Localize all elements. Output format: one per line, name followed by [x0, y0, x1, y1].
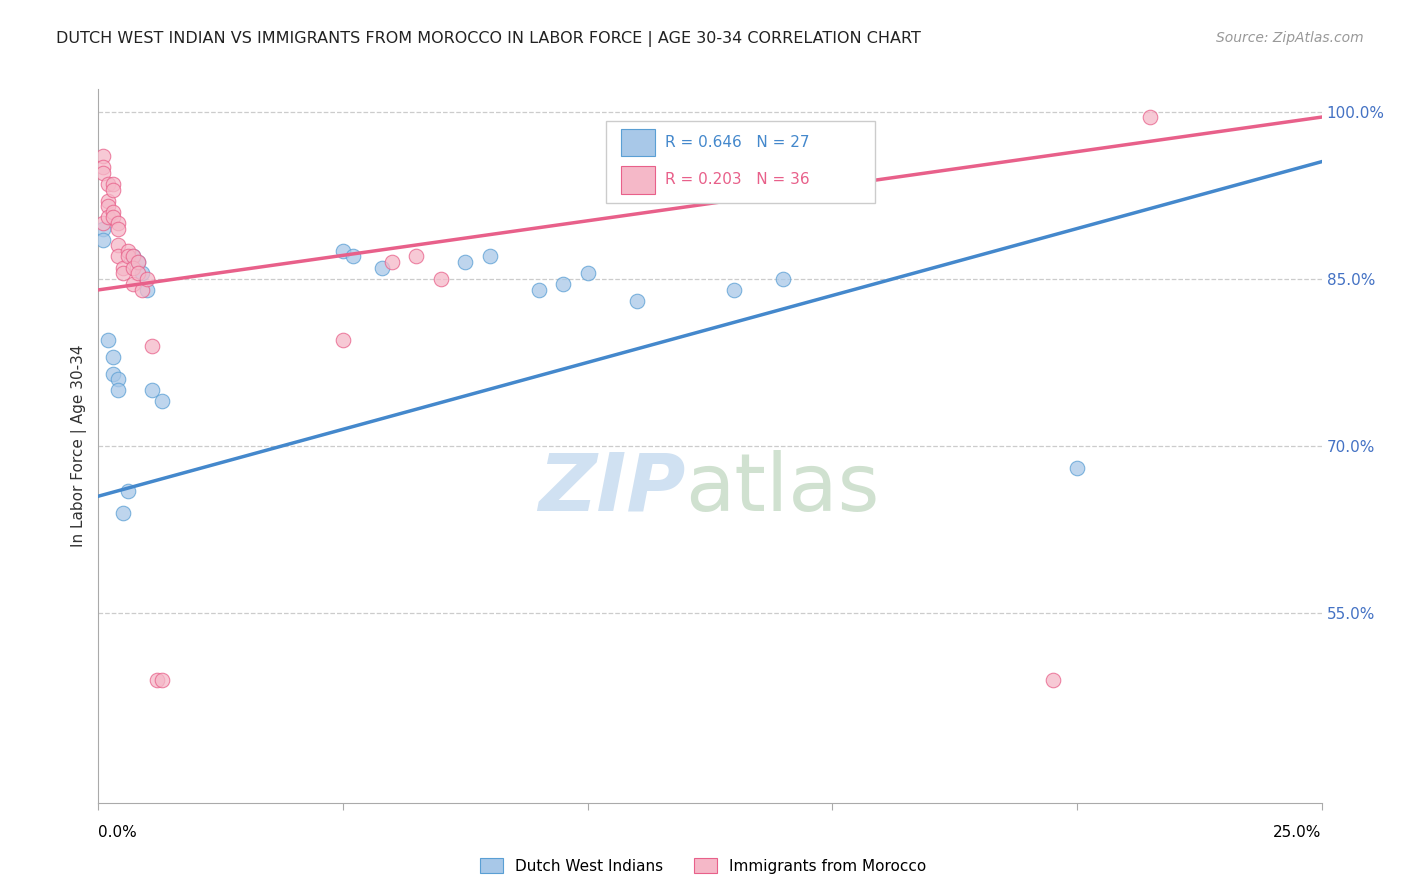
Y-axis label: In Labor Force | Age 30-34: In Labor Force | Age 30-34: [72, 344, 87, 548]
Point: [117, 483, 139, 498]
Point: [527, 283, 550, 297]
Point: [97, 199, 120, 213]
Text: R = 0.203   N = 36: R = 0.203 N = 36: [665, 172, 810, 187]
Point: [101, 350, 124, 364]
Point: [136, 271, 159, 285]
Text: 0.0%: 0.0%: [98, 825, 138, 840]
Point: [723, 283, 745, 297]
Point: [1042, 673, 1064, 687]
Point: [121, 260, 143, 275]
Legend: Dutch West Indians, Immigrants from Morocco: Dutch West Indians, Immigrants from Moro…: [474, 852, 932, 880]
Point: [478, 250, 501, 264]
Point: [107, 384, 129, 398]
Point: [381, 255, 404, 269]
Point: [131, 283, 153, 297]
Point: [91, 216, 114, 230]
Point: [1066, 461, 1088, 475]
Text: 25.0%: 25.0%: [1274, 825, 1322, 840]
FancyBboxPatch shape: [620, 128, 655, 156]
Point: [117, 244, 139, 258]
Point: [97, 177, 120, 191]
Point: [107, 250, 129, 264]
Text: DUTCH WEST INDIAN VS IMMIGRANTS FROM MOROCCO IN LABOR FORCE | AGE 30-34 CORRELAT: DUTCH WEST INDIAN VS IMMIGRANTS FROM MOR…: [56, 31, 921, 47]
FancyBboxPatch shape: [620, 167, 655, 194]
Point: [91, 161, 114, 175]
FancyBboxPatch shape: [606, 121, 875, 203]
Point: [101, 367, 124, 381]
Point: [91, 233, 114, 247]
Point: [91, 166, 114, 180]
Point: [141, 384, 163, 398]
Point: [332, 333, 354, 347]
Point: [150, 394, 173, 409]
Point: [131, 266, 153, 280]
Point: [121, 250, 143, 264]
Point: [136, 283, 159, 297]
Point: [107, 216, 129, 230]
Point: [121, 250, 143, 264]
Point: [97, 194, 120, 208]
Point: [117, 250, 139, 264]
Point: [101, 204, 124, 219]
Point: [127, 255, 149, 269]
Text: Source: ZipAtlas.com: Source: ZipAtlas.com: [1216, 31, 1364, 45]
Point: [111, 260, 134, 275]
Point: [430, 271, 453, 285]
Point: [371, 260, 394, 275]
Point: [1139, 110, 1161, 124]
Point: [107, 238, 129, 252]
Text: R = 0.646   N = 27: R = 0.646 N = 27: [665, 135, 810, 150]
Point: [127, 255, 149, 269]
Text: ZIP: ZIP: [538, 450, 686, 528]
Point: [332, 244, 354, 258]
Point: [101, 177, 124, 191]
Point: [97, 333, 120, 347]
Point: [553, 277, 575, 292]
Point: [150, 673, 173, 687]
Point: [121, 277, 143, 292]
Point: [101, 182, 124, 196]
Point: [111, 266, 134, 280]
Point: [146, 673, 169, 687]
Point: [141, 338, 163, 352]
Point: [405, 250, 427, 264]
Point: [97, 211, 120, 225]
Point: [101, 211, 124, 225]
Point: [91, 149, 114, 163]
Point: [111, 506, 134, 520]
Text: atlas: atlas: [686, 450, 880, 528]
Point: [576, 266, 599, 280]
Point: [127, 266, 149, 280]
Point: [107, 372, 129, 386]
Point: [772, 271, 794, 285]
Point: [107, 221, 129, 235]
Point: [91, 221, 114, 235]
Point: [342, 250, 364, 264]
Point: [626, 294, 648, 309]
Point: [454, 255, 477, 269]
